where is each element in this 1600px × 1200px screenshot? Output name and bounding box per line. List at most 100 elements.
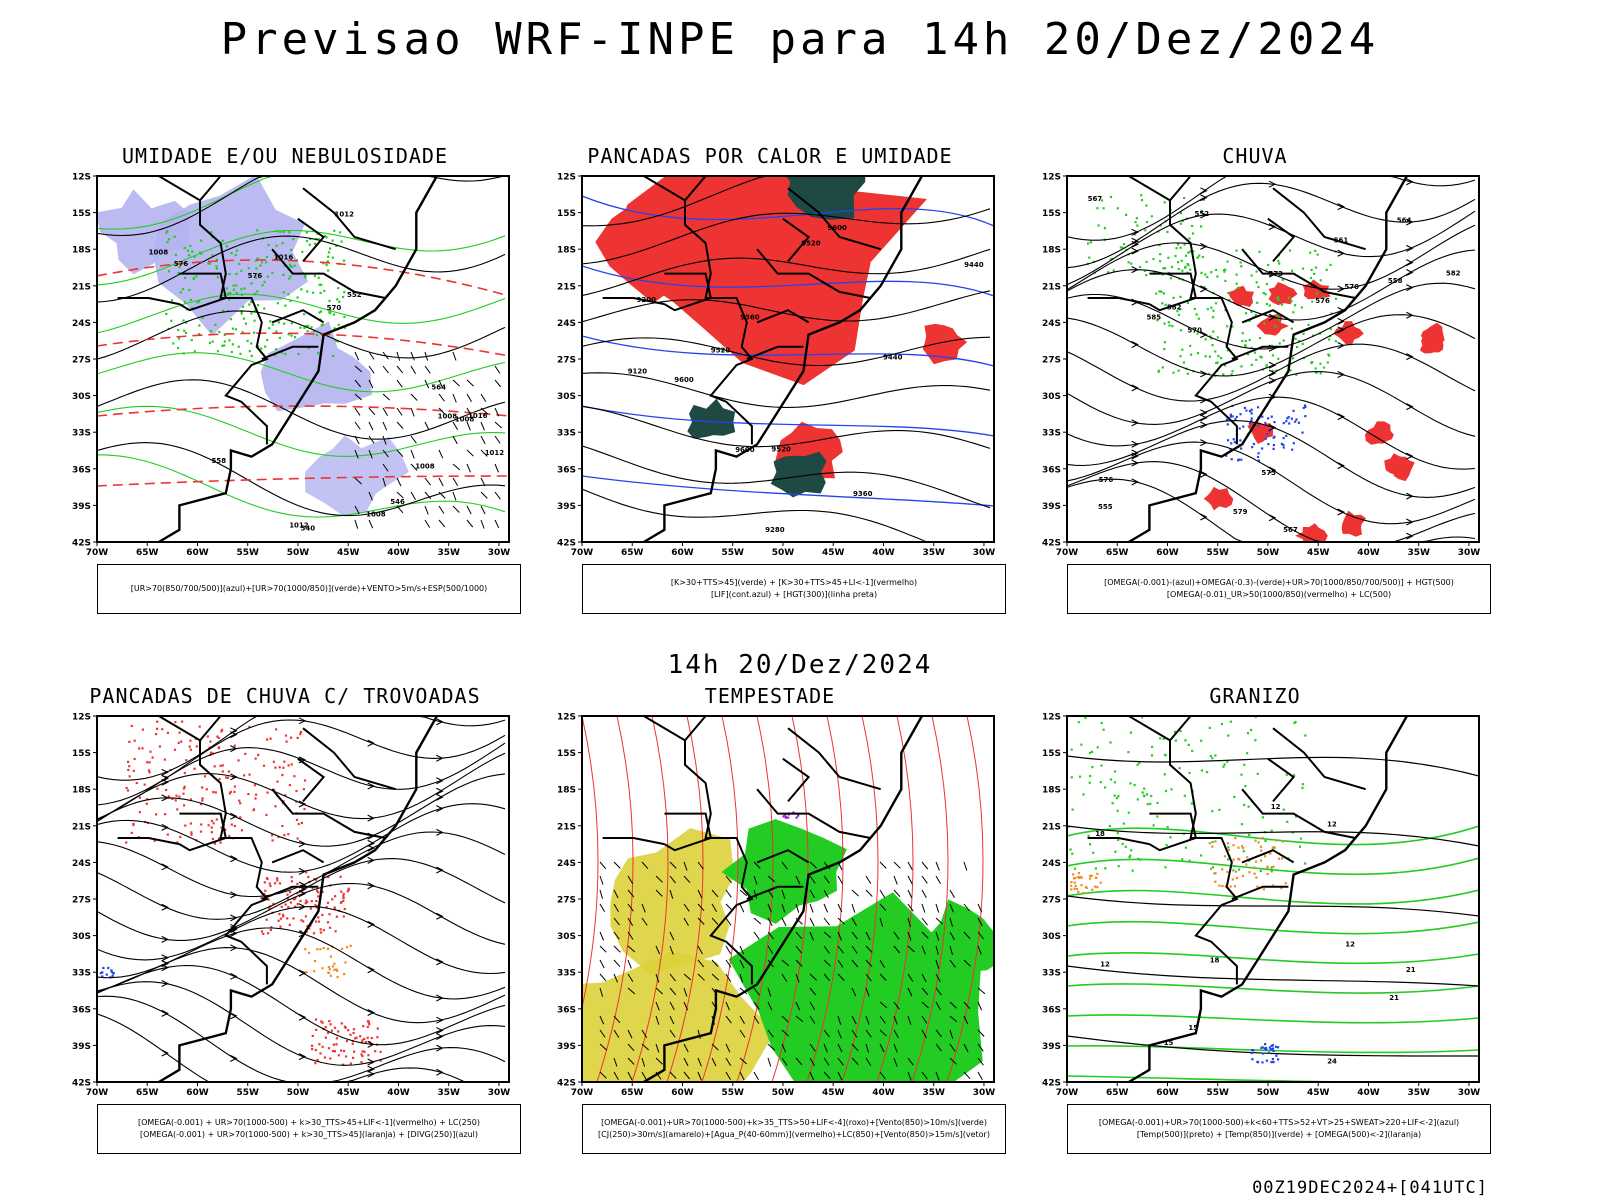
lat-label: 36S — [557, 465, 576, 475]
contour-label: 558 — [212, 457, 227, 465]
temp850-green-dots — [1067, 716, 1307, 875]
hgt300-contour — [582, 372, 991, 408]
lon-label: 60W — [1156, 1088, 1179, 1098]
lat-label: 24S — [72, 859, 91, 869]
lon-label: 40W — [387, 1088, 410, 1098]
border-line — [782, 757, 811, 803]
streamline-arrow — [1131, 449, 1139, 457]
panel-umidade-nebulosidade: UMIDADE E/OU NEBULOSIDADE 1008 1008 1008 10… — [55, 142, 521, 622]
streamline-arrow — [161, 778, 169, 786]
legend-line: [OMEGA(-0.01)_UR>50(1000/850)(vermelho) … — [1166, 590, 1392, 599]
lif-contour — [582, 265, 994, 297]
border-line — [756, 248, 871, 299]
map-umidade: 1008100810081008101210121016101610121008… — [72, 173, 511, 559]
streamline-arrow — [1406, 311, 1414, 319]
contour-label: 9520 — [771, 445, 791, 453]
border-line — [107, 716, 201, 742]
hgt300-contour — [582, 445, 991, 509]
pressure-contour — [97, 310, 506, 360]
lon-label: 45W — [822, 1088, 845, 1098]
lon-label: 45W — [1307, 1088, 1330, 1098]
contour-label: 18 — [1095, 830, 1105, 838]
streamline-arrow — [230, 891, 238, 899]
precipitable-water-contour — [806, 716, 844, 1082]
contour-label: 12 — [1327, 820, 1337, 828]
lon-label: 65W — [1106, 1088, 1129, 1098]
lat-label: 33S — [557, 429, 576, 439]
streamline-arrow — [1200, 285, 1208, 293]
lat-label: 33S — [1042, 429, 1061, 439]
streamline-arrow — [298, 969, 307, 977]
border-line — [271, 309, 325, 324]
coastline — [1128, 716, 1409, 1082]
streamline-arrow — [161, 980, 169, 988]
border-line — [1087, 297, 1150, 306]
rain-red-streak — [1268, 282, 1298, 306]
lat-label: 39S — [72, 1042, 91, 1052]
lon-label: 70W — [1056, 548, 1079, 558]
thickness-contour — [97, 259, 509, 297]
lc250-streamline — [97, 773, 506, 847]
streamline-arrow — [1200, 439, 1208, 447]
humidity-green-contour — [97, 352, 506, 393]
streamline-arrow — [1337, 370, 1345, 378]
lat-label: 12S — [72, 173, 91, 183]
temp850-contour — [1067, 857, 1479, 876]
border-line — [271, 788, 386, 839]
lat-label: 15S — [72, 209, 91, 219]
lat-label: 15S — [1042, 209, 1061, 219]
streamline-arrow — [1268, 466, 1277, 474]
lon-label: 70W — [571, 548, 594, 558]
streamline-arrow — [1406, 518, 1414, 526]
contour-label: 9120 — [628, 368, 648, 376]
border-line — [1169, 176, 1239, 445]
lat-label: 12S — [557, 713, 576, 723]
streamline-arrow — [367, 739, 375, 747]
contour-label: 15 — [1188, 1024, 1198, 1032]
panel-title: TEMPESTADE — [704, 684, 836, 708]
streamline-arrow — [1406, 452, 1414, 460]
streamline-arrow — [1200, 370, 1208, 378]
border-line — [684, 716, 754, 985]
streamline-arrow — [367, 1040, 375, 1048]
streamline-arrow — [1268, 369, 1277, 377]
panel-legend: [OMEGA(-0.001) + UR>70(1000-500) + k>30_… — [97, 1104, 521, 1154]
contour-label: 564 — [1397, 217, 1412, 225]
lon-label: 30W — [488, 548, 511, 558]
lon-label: 30W — [973, 1088, 996, 1098]
streamline-arrow — [230, 972, 238, 980]
streamline-arrow — [1131, 384, 1139, 392]
panel-title: PANCADAS DE CHUVA C/ TROVOADAS — [89, 684, 481, 708]
hgt500-streamline — [1067, 314, 1476, 377]
lat-label: 36S — [72, 1005, 91, 1015]
streamline-arrow — [1337, 285, 1345, 293]
streamline-arrow — [230, 914, 238, 922]
unstable-red-area — [922, 323, 968, 365]
pressure-contour — [97, 379, 506, 440]
contour-label: 570 — [327, 304, 342, 312]
streamline-arrow — [1200, 409, 1208, 417]
lc250-streamline — [97, 995, 506, 1082]
panel-pancadas-calor-umidade: PANCADAS POR CALOR E UMIDADE 9600 9600 960… — [540, 142, 1006, 622]
country-borders — [1077, 176, 1409, 542]
lon-label: 30W — [1458, 548, 1481, 558]
streamline-arrow — [1131, 478, 1139, 486]
lat-label: 36S — [1042, 1005, 1061, 1015]
map-frame — [1066, 715, 1480, 1083]
rain-red-streak — [1256, 314, 1290, 336]
lon-label: 45W — [822, 548, 845, 558]
streamline-arrow — [230, 1054, 238, 1062]
streamline-arrow — [1337, 462, 1345, 470]
contour-label: 576 — [248, 272, 263, 280]
border-line — [592, 716, 686, 742]
lon-label: 45W — [1307, 548, 1330, 558]
streamline-arrow — [436, 866, 444, 874]
rain-red-streak — [1341, 510, 1367, 537]
legend-line: [Temp(500)](preto) + [Temp(850)](verde) … — [1136, 1130, 1422, 1139]
divergence-blue-dots — [99, 966, 115, 979]
streamline-arrow — [230, 745, 238, 753]
streamline-arrow — [230, 812, 238, 820]
lc250-streamline — [97, 1013, 505, 1082]
border-line — [271, 849, 325, 864]
border-line — [787, 727, 881, 791]
